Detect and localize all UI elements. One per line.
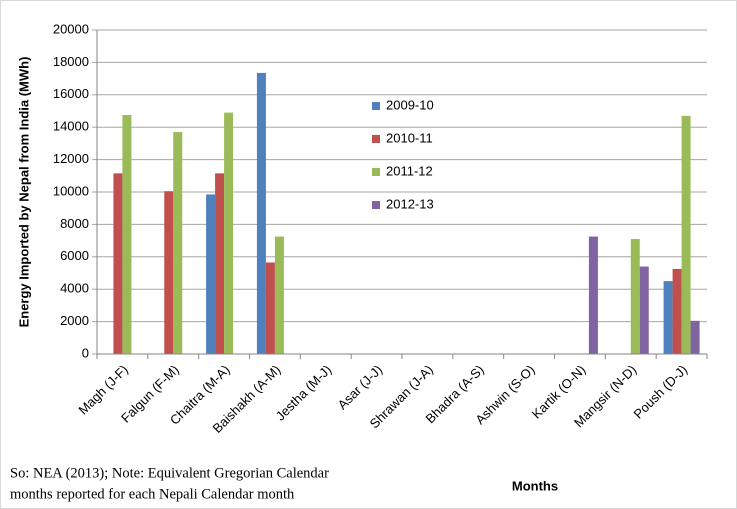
y-tick-label: 6000 xyxy=(60,248,89,263)
bar xyxy=(681,115,691,354)
bar xyxy=(122,115,132,354)
y-axis-label: Energy Imported by Nepal from India (MWh… xyxy=(16,57,31,328)
bar xyxy=(639,266,649,354)
legend-label: 2010-11 xyxy=(386,130,433,145)
x-axis-label: Months xyxy=(512,478,558,493)
y-tick-label: 10000 xyxy=(53,183,89,198)
note: months reported for each Nepali Calendar… xyxy=(10,486,295,502)
note: So: NEA (2013); Note: Equivalent Gregori… xyxy=(10,465,329,481)
bar xyxy=(672,268,682,354)
bar xyxy=(164,191,174,354)
y-tick-label: 0 xyxy=(82,345,89,360)
legend-swatch xyxy=(372,201,380,209)
y-tick-label: 14000 xyxy=(53,119,89,134)
legend-label: 2009-10 xyxy=(386,97,434,112)
bar xyxy=(113,173,123,354)
y-tick-label: 12000 xyxy=(53,151,89,166)
legend-label: 2011-12 xyxy=(386,163,433,178)
y-tick-label: 18000 xyxy=(53,54,89,69)
y-tick-label: 4000 xyxy=(60,281,89,296)
bar xyxy=(663,281,673,354)
y-tick-label: 2000 xyxy=(60,313,89,328)
legend-swatch xyxy=(372,135,380,143)
bar xyxy=(265,262,275,354)
legend-label: 2012-13 xyxy=(386,196,434,211)
bar xyxy=(224,112,234,355)
legend-swatch xyxy=(372,168,380,176)
bar xyxy=(256,72,266,355)
bar xyxy=(215,173,225,354)
y-tick-label: 8000 xyxy=(60,216,89,231)
y-tick-label: 20000 xyxy=(53,21,89,36)
bar xyxy=(690,320,700,354)
bar xyxy=(588,236,598,354)
bar xyxy=(206,194,216,354)
y-tick-label: 16000 xyxy=(53,86,89,101)
bar xyxy=(630,238,640,354)
bar xyxy=(173,132,183,354)
bar xyxy=(274,236,284,354)
legend-swatch xyxy=(372,102,380,110)
